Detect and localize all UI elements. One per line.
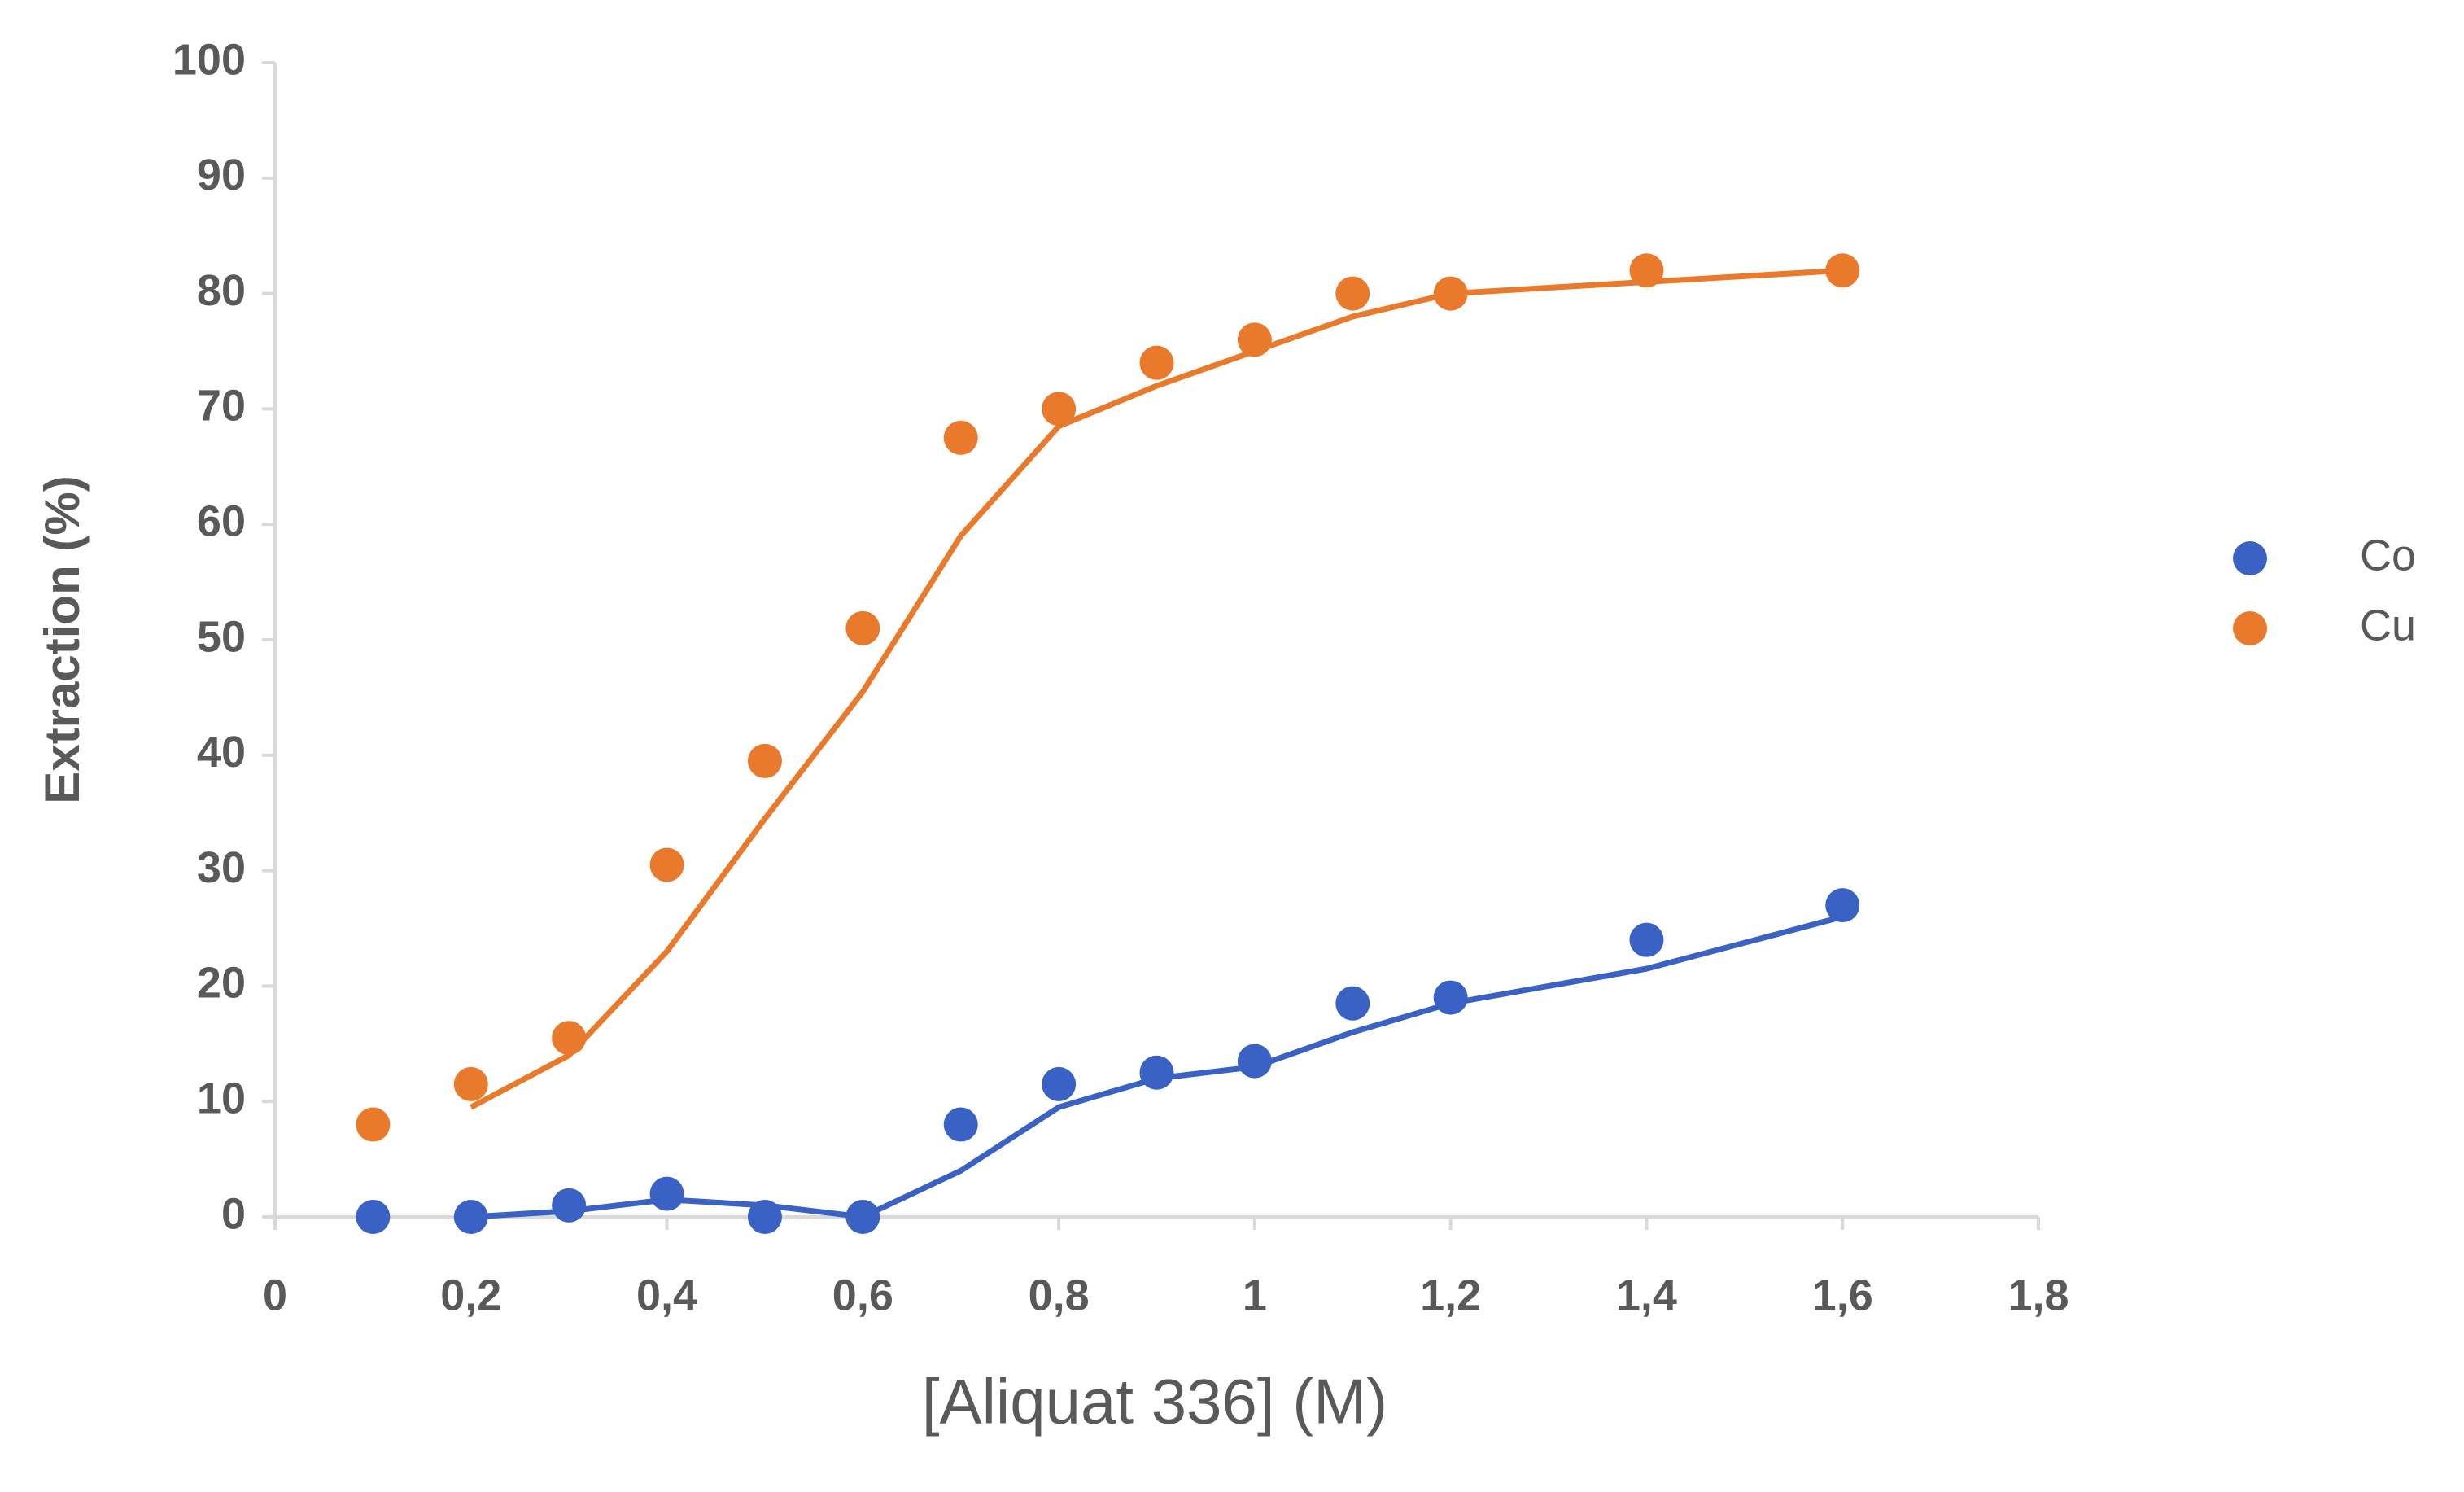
x-tick-label: 1 (1243, 1271, 1267, 1319)
y-tick-label: 70 (197, 382, 246, 431)
point (943, 1107, 978, 1142)
x-axis-title: [Aliquat 336] (M) (922, 1366, 1387, 1437)
point (1042, 1066, 1077, 1101)
y-tick-label: 60 (197, 497, 246, 545)
point (1825, 888, 1860, 923)
point (943, 420, 978, 455)
point (845, 1200, 880, 1234)
point (1825, 253, 1860, 288)
point (747, 1200, 782, 1234)
y-tick-label: 50 (197, 612, 246, 661)
y-tick-label: 40 (197, 728, 246, 777)
legend-label: Cu (2360, 601, 2416, 650)
x-tick-label: 1,4 (1616, 1271, 1677, 1319)
y-tick-label: 0 (221, 1189, 246, 1238)
point (747, 743, 782, 778)
x-tick-label: 0,6 (832, 1271, 893, 1319)
y-tick-label: 30 (197, 843, 246, 892)
x-tick-label: 1,8 (2007, 1271, 2069, 1319)
point (356, 1200, 391, 1234)
point (1433, 980, 1468, 1015)
y-tick-label: 100 (173, 35, 246, 84)
point (649, 847, 684, 882)
point (552, 1188, 587, 1223)
point (1335, 276, 1370, 311)
point (453, 1066, 488, 1101)
x-tick-label: 1,6 (1812, 1271, 1873, 1319)
point (1335, 986, 1370, 1021)
point (1433, 276, 1468, 311)
x-tick-label: 0,4 (636, 1271, 697, 1319)
x-tick-label: 1,2 (1420, 1271, 1481, 1319)
point (1237, 322, 1272, 357)
legend-marker (2233, 541, 2267, 575)
y-tick-label: 10 (197, 1074, 246, 1122)
y-axis-title: Extraction (%) (35, 475, 90, 803)
point (649, 1176, 684, 1211)
point (1629, 253, 1664, 288)
x-tick-label: 0 (263, 1271, 287, 1319)
point (552, 1021, 587, 1056)
point (1139, 345, 1174, 380)
y-tick-label: 20 (197, 959, 246, 1008)
x-tick-label: 0,8 (1029, 1271, 1090, 1319)
point (1629, 922, 1664, 957)
y-tick-label: 90 (197, 151, 246, 199)
point (1237, 1044, 1272, 1079)
y-tick-label: 80 (197, 266, 246, 315)
x-tick-label: 0,2 (440, 1271, 501, 1319)
legend-marker (2233, 611, 2267, 645)
point (1139, 1055, 1174, 1090)
legend-label: Co (2360, 531, 2416, 580)
point (453, 1200, 488, 1234)
point (356, 1107, 391, 1142)
point (1042, 392, 1077, 427)
point (845, 610, 880, 645)
fit-line (470, 267, 1843, 1110)
